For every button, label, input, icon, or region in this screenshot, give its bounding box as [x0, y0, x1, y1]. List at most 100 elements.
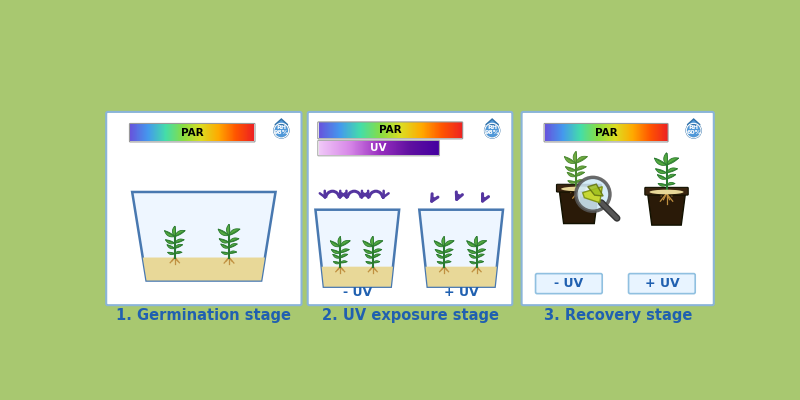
Polygon shape: [576, 156, 587, 163]
Text: + UV: + UV: [444, 286, 478, 299]
Polygon shape: [334, 262, 340, 264]
Polygon shape: [370, 236, 374, 246]
FancyBboxPatch shape: [522, 112, 714, 305]
Polygon shape: [322, 267, 393, 287]
Polygon shape: [435, 250, 444, 254]
Polygon shape: [167, 245, 174, 249]
Text: 1. Germination stage: 1. Germination stage: [116, 308, 291, 324]
Polygon shape: [477, 249, 486, 253]
Polygon shape: [333, 254, 340, 258]
Polygon shape: [338, 236, 341, 246]
Polygon shape: [229, 229, 240, 235]
Polygon shape: [444, 261, 451, 263]
Polygon shape: [568, 181, 576, 183]
FancyBboxPatch shape: [308, 112, 512, 305]
Polygon shape: [221, 244, 229, 248]
Polygon shape: [229, 244, 238, 248]
FancyBboxPatch shape: [535, 274, 602, 294]
Polygon shape: [444, 254, 451, 258]
Polygon shape: [438, 262, 444, 264]
Text: 2. UV exposure stage: 2. UV exposure stage: [322, 308, 498, 324]
Polygon shape: [219, 239, 229, 243]
Polygon shape: [444, 249, 453, 253]
Polygon shape: [558, 186, 599, 224]
Circle shape: [686, 123, 702, 138]
Polygon shape: [166, 240, 174, 244]
Text: RH
98%: RH 98%: [485, 125, 500, 136]
Polygon shape: [477, 261, 483, 263]
Text: RH
60%: RH 60%: [686, 125, 701, 136]
Polygon shape: [174, 239, 184, 243]
FancyBboxPatch shape: [557, 184, 602, 192]
Text: - UV: - UV: [554, 277, 583, 290]
Polygon shape: [466, 241, 477, 247]
Text: 3. Recovery stage: 3. Recovery stage: [543, 308, 692, 324]
Polygon shape: [437, 254, 444, 258]
Polygon shape: [564, 157, 576, 164]
Polygon shape: [687, 119, 700, 125]
Polygon shape: [654, 158, 666, 165]
Polygon shape: [340, 261, 347, 263]
Polygon shape: [434, 241, 444, 247]
Polygon shape: [442, 236, 445, 246]
Polygon shape: [576, 166, 586, 170]
Polygon shape: [666, 174, 676, 179]
Polygon shape: [132, 192, 275, 280]
Text: UV: UV: [370, 143, 387, 153]
FancyBboxPatch shape: [106, 112, 302, 305]
Circle shape: [485, 123, 500, 138]
Polygon shape: [364, 250, 373, 254]
Polygon shape: [275, 119, 288, 125]
Polygon shape: [474, 236, 478, 246]
Polygon shape: [582, 187, 602, 203]
Polygon shape: [340, 249, 350, 253]
Polygon shape: [218, 229, 229, 236]
Polygon shape: [229, 251, 237, 254]
Polygon shape: [226, 224, 230, 235]
Polygon shape: [574, 152, 577, 163]
Polygon shape: [469, 254, 477, 258]
Polygon shape: [330, 241, 340, 247]
Circle shape: [576, 177, 610, 211]
Text: - UV: - UV: [342, 286, 372, 299]
Polygon shape: [222, 252, 229, 254]
Polygon shape: [656, 169, 666, 174]
Polygon shape: [666, 158, 678, 165]
Polygon shape: [576, 180, 584, 182]
Polygon shape: [373, 254, 380, 258]
Polygon shape: [315, 210, 399, 287]
Polygon shape: [567, 172, 576, 177]
Polygon shape: [647, 190, 686, 225]
Circle shape: [274, 123, 289, 138]
Polygon shape: [444, 240, 454, 246]
Polygon shape: [168, 252, 174, 255]
Polygon shape: [366, 262, 373, 264]
Polygon shape: [666, 168, 678, 173]
Polygon shape: [658, 184, 666, 186]
Polygon shape: [174, 230, 185, 236]
Polygon shape: [229, 238, 239, 242]
Polygon shape: [477, 254, 484, 258]
Polygon shape: [142, 258, 265, 280]
Ellipse shape: [650, 190, 683, 194]
FancyBboxPatch shape: [629, 274, 695, 294]
Polygon shape: [340, 240, 350, 246]
Polygon shape: [477, 240, 486, 246]
Text: + UV: + UV: [645, 277, 679, 290]
Polygon shape: [666, 182, 675, 185]
FancyBboxPatch shape: [645, 187, 688, 195]
Polygon shape: [588, 184, 603, 196]
Polygon shape: [331, 250, 340, 254]
Polygon shape: [340, 254, 348, 258]
Polygon shape: [658, 175, 666, 179]
Polygon shape: [366, 254, 373, 258]
Polygon shape: [174, 251, 182, 254]
Polygon shape: [419, 210, 503, 287]
Text: PAR: PAR: [594, 128, 618, 138]
Polygon shape: [470, 262, 477, 264]
Polygon shape: [174, 244, 182, 248]
Polygon shape: [165, 231, 174, 237]
Text: PAR: PAR: [379, 125, 402, 135]
Polygon shape: [373, 261, 380, 263]
Polygon shape: [566, 167, 576, 171]
